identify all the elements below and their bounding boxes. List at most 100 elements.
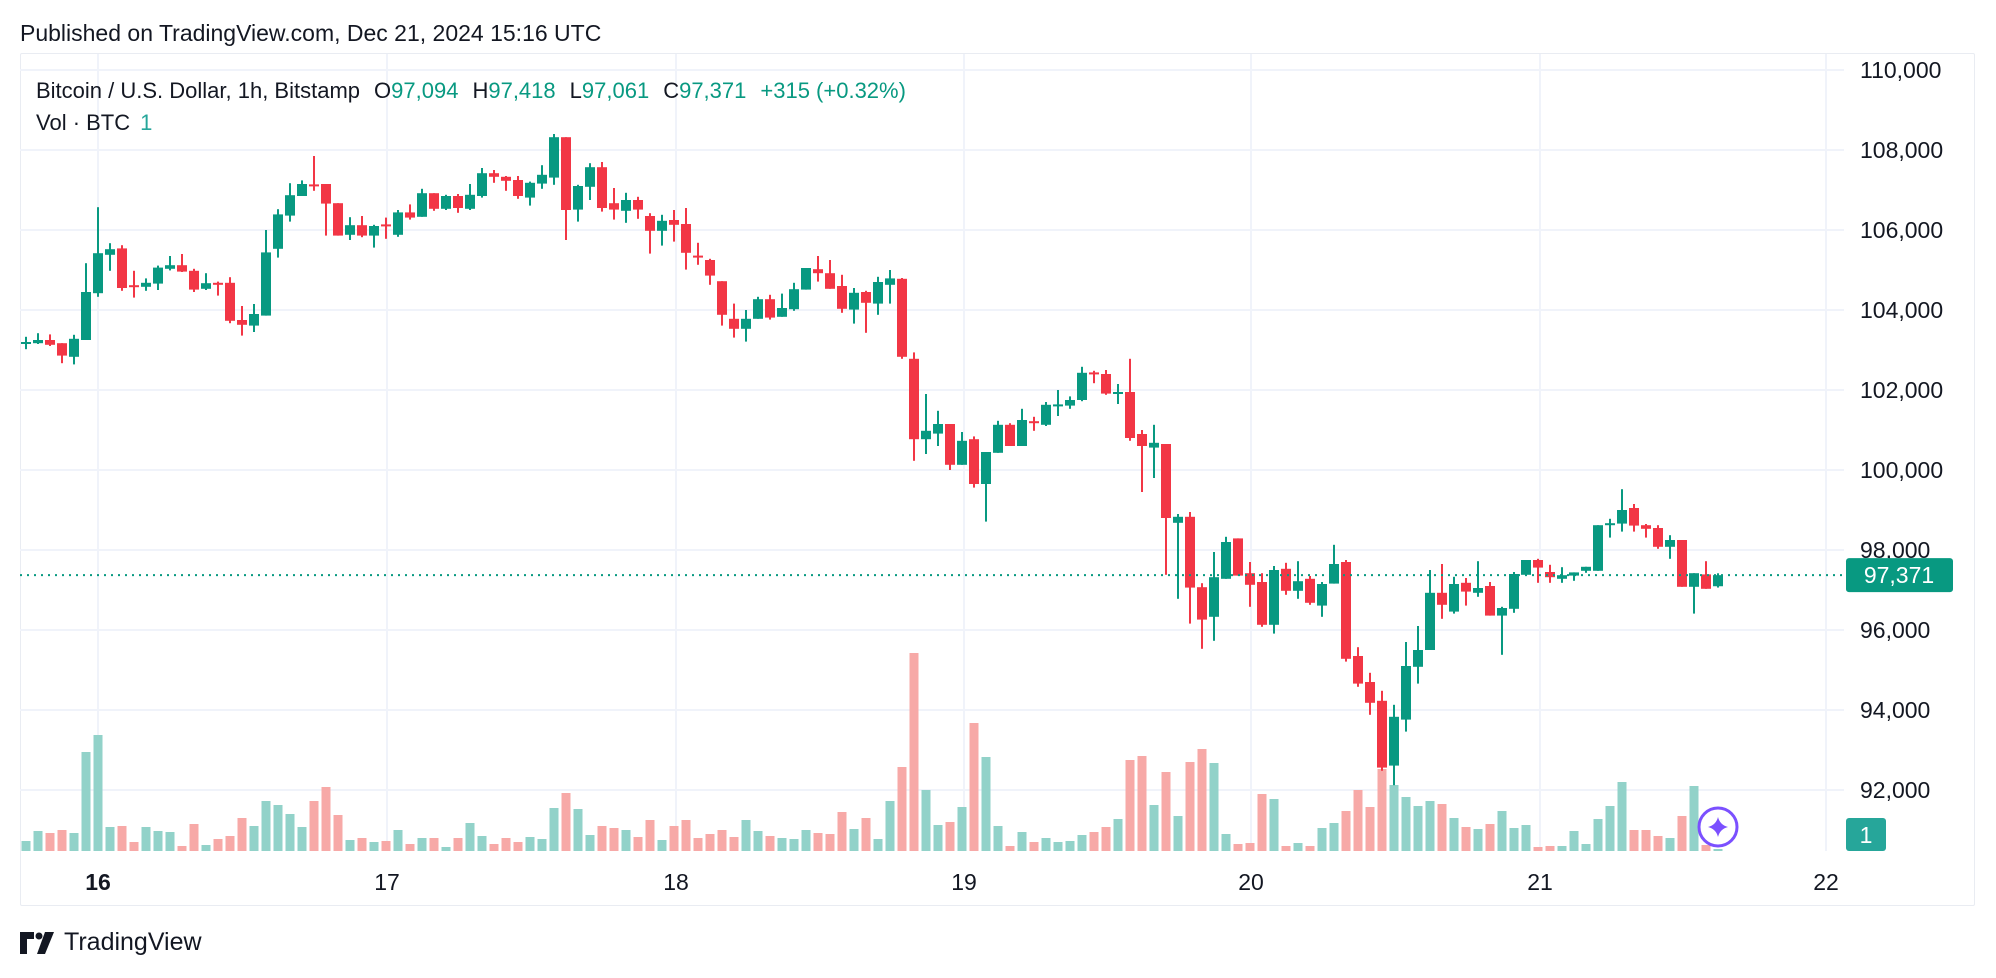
volume-bar <box>1689 786 1699 851</box>
candle-body <box>81 292 91 340</box>
candle-down <box>765 294 775 320</box>
y-tick-label: 106,000 <box>1860 217 1943 243</box>
y-tick-label: 94,000 <box>1860 697 1930 723</box>
candle-down <box>513 176 523 199</box>
candle-up <box>141 278 151 291</box>
candle-down <box>717 281 727 326</box>
candle-body <box>333 203 343 236</box>
candle-body <box>1461 582 1471 592</box>
candle-body <box>1569 572 1579 576</box>
candle-body <box>549 137 559 178</box>
volume-bar <box>621 830 631 851</box>
candle-down <box>129 270 139 298</box>
candle-down <box>57 343 67 364</box>
candle-down <box>405 204 415 220</box>
candle-body <box>573 186 583 210</box>
candle-up <box>1509 572 1519 613</box>
volume-bar <box>645 820 655 851</box>
candle-body <box>1521 560 1531 575</box>
candle-body <box>1125 392 1135 438</box>
sparkle-icon[interactable] <box>1697 806 1739 848</box>
candle-body <box>1305 578 1315 603</box>
candle-body <box>345 225 355 235</box>
volume-bar <box>1509 828 1519 851</box>
candle-body <box>1041 404 1051 425</box>
volume-bar <box>1497 811 1507 851</box>
candle-body <box>1077 372 1087 400</box>
candle-down <box>837 274 847 313</box>
x-tick-label: 17 <box>374 869 400 895</box>
candle-up <box>1329 544 1339 584</box>
y-tick-label: 102,000 <box>1860 377 1943 403</box>
candle-body <box>261 252 271 316</box>
volume-bar <box>561 793 571 851</box>
candle-body <box>789 289 799 310</box>
volume-bar <box>1101 827 1111 851</box>
grid-lines <box>20 54 1844 851</box>
candle-up <box>1065 396 1075 409</box>
candle-up <box>1293 561 1303 599</box>
candle-body <box>1389 716 1399 766</box>
candle-body <box>21 342 31 344</box>
tradingview-logo-icon <box>20 931 54 954</box>
close-label: C <box>663 78 680 103</box>
candle-body <box>477 173 487 196</box>
candle-body <box>153 267 163 284</box>
candle-body <box>405 212 415 218</box>
candle-up <box>1605 518 1615 538</box>
candle-up <box>273 209 283 258</box>
candle-body <box>1677 540 1687 587</box>
candle-down <box>1533 558 1543 583</box>
volume-bar <box>1209 763 1219 851</box>
candle-down <box>1185 512 1195 624</box>
candle-up <box>1425 570 1435 650</box>
volume-bar <box>1089 832 1099 851</box>
candle-body <box>1245 573 1255 585</box>
candle-wick <box>1693 573 1695 614</box>
candle-up <box>1449 576 1459 614</box>
volume-bar <box>405 844 415 851</box>
x-tick-label: 22 <box>1813 869 1839 895</box>
candle-body <box>1545 572 1555 578</box>
candle-up <box>81 263 91 340</box>
volume-bar <box>1077 835 1087 851</box>
candle-wick <box>673 210 675 242</box>
candle-wick <box>1669 535 1671 559</box>
candle-body <box>1173 516 1183 523</box>
last-price-label: 97,371 <box>1864 562 1934 588</box>
candle-up <box>261 230 271 316</box>
candle-body <box>969 439 979 484</box>
candle-body <box>237 320 247 325</box>
candle-body <box>1365 682 1375 703</box>
volume-bar <box>225 836 235 851</box>
volume-bar <box>1413 806 1423 851</box>
candle-down <box>489 170 499 183</box>
candle-up <box>525 181 535 206</box>
candle-body <box>45 340 55 345</box>
volume-label[interactable]: Vol · BTC <box>36 110 131 135</box>
candle-body <box>441 196 451 209</box>
volume-bar <box>81 752 91 851</box>
volume-bar <box>1233 844 1243 851</box>
candle-wick <box>37 333 39 344</box>
footer-brand[interactable]: TradingView <box>20 928 202 957</box>
candle-up <box>297 180 307 196</box>
candle-up <box>1269 566 1279 634</box>
candle-body <box>105 249 115 255</box>
volume-bar <box>1065 841 1075 851</box>
candle-body <box>873 282 883 304</box>
candle-body <box>1437 592 1447 605</box>
candle-down <box>177 254 187 272</box>
candle-down <box>1629 504 1639 532</box>
symbol-title[interactable]: Bitcoin / U.S. Dollar, 1h, Bitstamp <box>36 78 361 103</box>
candle-up <box>441 194 451 210</box>
candle-up <box>1041 402 1051 426</box>
chart-frame <box>20 53 1975 906</box>
volume-value: 1 <box>140 110 153 135</box>
candle-wick <box>109 243 111 271</box>
candle-wick <box>385 217 387 239</box>
candle-body <box>1209 577 1219 617</box>
candle-down <box>1257 573 1267 627</box>
candle-up <box>477 168 487 198</box>
